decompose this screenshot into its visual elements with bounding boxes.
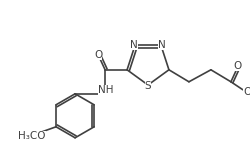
- Text: N: N: [158, 40, 165, 50]
- Text: OH: OH: [242, 87, 250, 97]
- Text: O: O: [94, 50, 102, 60]
- Text: O: O: [233, 61, 241, 71]
- Text: S: S: [144, 81, 151, 91]
- Text: H₃CO: H₃CO: [18, 131, 46, 141]
- Text: N: N: [130, 40, 138, 50]
- Text: NH: NH: [98, 85, 113, 95]
